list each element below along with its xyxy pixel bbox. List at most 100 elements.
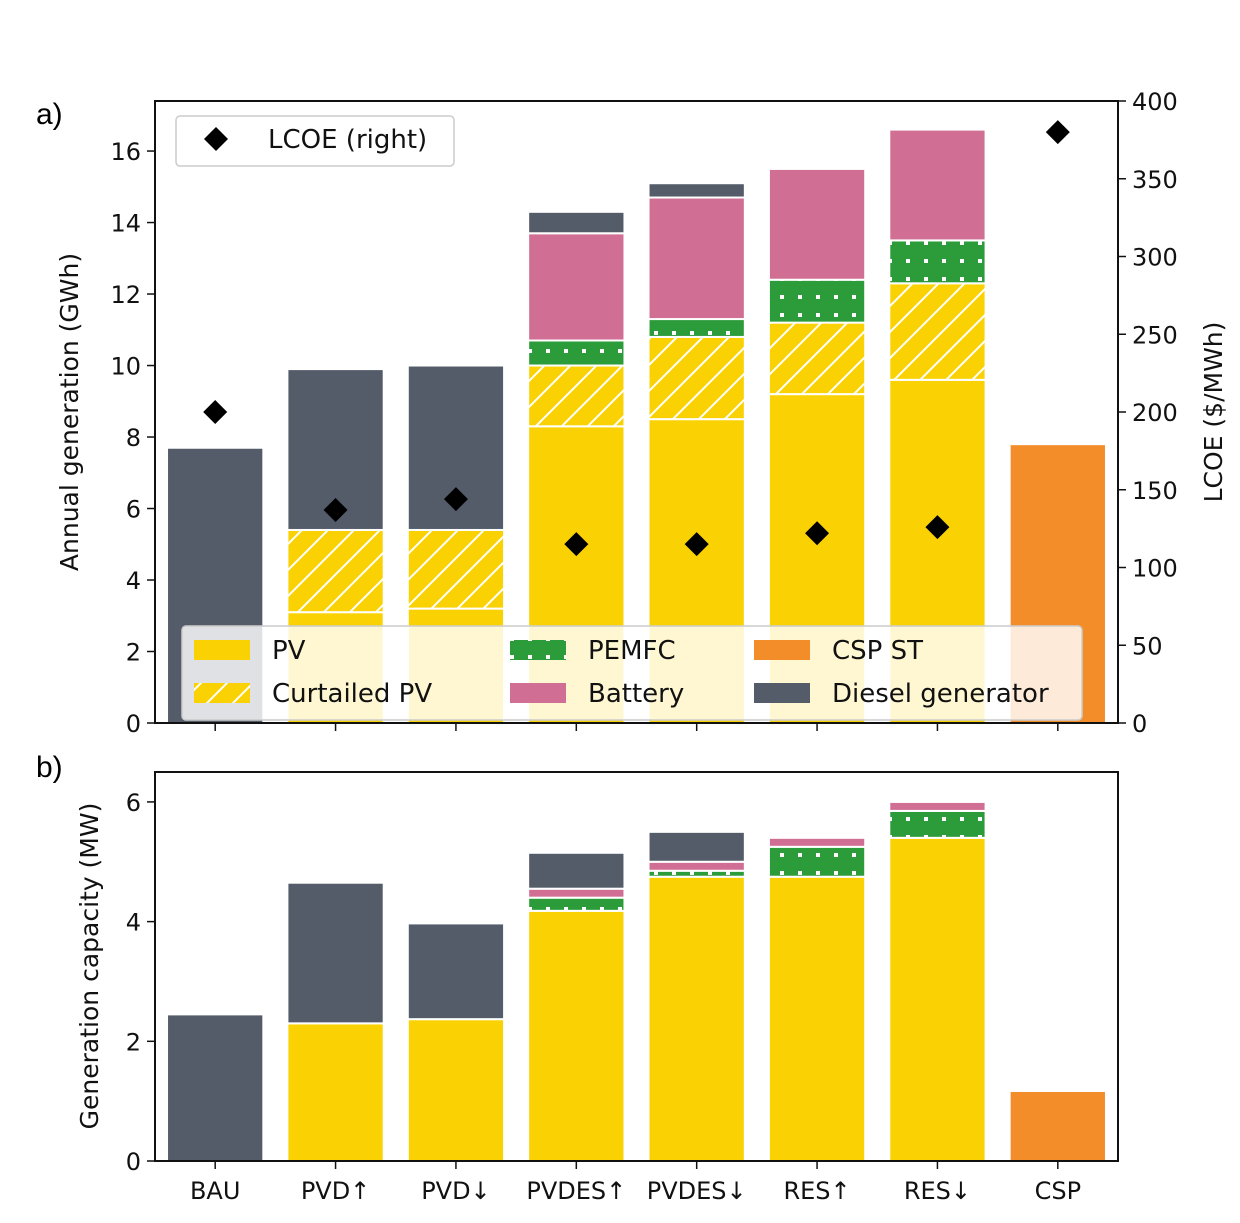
legend-label-curtailed-pv: Curtailed PV bbox=[272, 679, 432, 709]
panel-b-bar-res-pemfc bbox=[767, 845, 867, 878]
legend-swatch-diesel bbox=[754, 683, 810, 703]
panel-a-y2tick-label: 100 bbox=[1132, 555, 1178, 583]
panel-a-lcoe-point-csp bbox=[1045, 120, 1070, 145]
panel-a-lcoe-point-pvdes bbox=[684, 532, 709, 557]
panel-a-y2tick-label: 400 bbox=[1132, 88, 1178, 116]
panel-a-lcoe-point-pvd bbox=[443, 487, 468, 512]
panel-b-bar-pvdes-diesel-generator bbox=[527, 851, 626, 890]
panel-a-bar-pvd-curtailed-pv bbox=[286, 528, 385, 614]
lcoe-legend: LCOE (right) bbox=[175, 115, 455, 167]
panel-a-bar-pvd-diesel-generator bbox=[406, 364, 506, 531]
panel-a-bar-pvdes-diesel-generator bbox=[527, 210, 626, 235]
legend-label-pemfc: PEMFC bbox=[588, 636, 676, 666]
panel-b-bar-pvdes-pv bbox=[527, 909, 626, 1162]
panel-b-ytick-label: 4 bbox=[126, 909, 141, 937]
panel-a-bar-pvdes-pemfc bbox=[527, 339, 626, 367]
panel-b-bar-res-pv bbox=[888, 836, 987, 1162]
panel-a-lcoe-point-pvd bbox=[323, 497, 348, 522]
panel-a-lcoe-point-res bbox=[925, 515, 950, 540]
panel-b-bar-pvd-pv bbox=[286, 1022, 385, 1162]
legend-swatch-curtailed-pv bbox=[194, 683, 250, 703]
panel-a-y2tick-label: 350 bbox=[1132, 166, 1178, 194]
panel-a-bar-pvdes-curtailed-pv bbox=[647, 335, 746, 421]
panel-a-lcoe-point-res bbox=[805, 521, 830, 546]
panel-b-xtick-label: PVD↓ bbox=[421, 1177, 490, 1205]
panel-b-bar-pvdes-pemfc bbox=[527, 896, 626, 912]
panel-a-lcoe-point-bau bbox=[203, 400, 228, 424]
panel-b-xtick-label: CSP bbox=[1035, 1177, 1081, 1205]
panel-a-ytick-label: 10 bbox=[110, 353, 141, 381]
panel-a-y2tick-label: 50 bbox=[1132, 632, 1163, 660]
lcoe-legend-frame bbox=[175, 115, 455, 167]
legend-swatch-csp-st bbox=[754, 640, 810, 660]
panel-b-bar-pvdes-pv bbox=[647, 875, 746, 1162]
panel-b-bar-res-battery bbox=[888, 800, 987, 812]
legend-label-csp-st: CSP ST bbox=[832, 636, 923, 666]
legend-swatch-battery bbox=[510, 683, 566, 703]
panel-a-y2tick-label: 0 bbox=[1132, 710, 1147, 738]
panel-a-ytick-label: 4 bbox=[126, 567, 141, 595]
panel-a-ytick-label: 16 bbox=[110, 138, 141, 166]
panel-b-ytick-label: 2 bbox=[126, 1028, 141, 1056]
panel-b-bar-res-pemfc bbox=[888, 809, 987, 839]
panel-b-bar-pvd-diesel-generator bbox=[406, 922, 506, 1021]
panel-b-bar-bau-diesel-generator bbox=[166, 1013, 265, 1163]
panel-b-ytick-label: 6 bbox=[126, 789, 141, 817]
panel-a-bar-pvdes-diesel-generator bbox=[647, 182, 746, 199]
panel-a-ytick-label: 0 bbox=[126, 710, 141, 738]
panel-a-label: a) bbox=[36, 98, 63, 131]
panel-b-bar-pvdes-battery bbox=[647, 860, 746, 872]
panel-a-bar-res-curtailed-pv bbox=[767, 321, 867, 396]
panel-b-xtick-label: RES↓ bbox=[904, 1177, 971, 1205]
panel-b-bar-pvdes-battery bbox=[527, 887, 626, 899]
panel-a-bar-res-pemfc bbox=[767, 278, 867, 324]
legend-label-diesel: Diesel generator bbox=[832, 679, 1049, 709]
panel-b-xtick-label: PVDES↑ bbox=[526, 1177, 626, 1205]
legend-label-battery: Battery bbox=[588, 679, 684, 709]
panel-a-bar-pvdes-battery bbox=[527, 232, 626, 342]
panel-b-ytick-label: 0 bbox=[126, 1148, 141, 1176]
panel-a-ytick-label: 8 bbox=[126, 424, 141, 452]
panel-a-y2tick-label: 200 bbox=[1132, 399, 1178, 427]
panel-a-bar-pvdes-pemfc bbox=[647, 318, 746, 338]
panel-b-bar-pvdes-diesel-generator bbox=[647, 830, 746, 863]
panel-b-label: b) bbox=[36, 751, 63, 784]
panel-a-y2label: LCOE ($/MWh) bbox=[1199, 322, 1228, 503]
panel-b-xtick-label: BAU bbox=[190, 1177, 240, 1205]
series-legend: PV Curtailed PV PEMFC Battery CSP ST Die… bbox=[181, 625, 1083, 721]
legend-swatch-pemfc bbox=[510, 640, 566, 660]
lcoe-legend-label: LCOE (right) bbox=[268, 125, 427, 155]
panel-a-y2tick-label: 250 bbox=[1132, 321, 1178, 349]
panel-a-ylabel: Annual generation (GWh) bbox=[55, 253, 84, 571]
legend-label-pv: PV bbox=[272, 636, 306, 666]
panel-b-xtick-label: PVDES↓ bbox=[647, 1177, 747, 1205]
panel-a-bar-pvdes-curtailed-pv bbox=[527, 364, 626, 428]
panel-b-xtick-label: PVD↑ bbox=[301, 1177, 370, 1205]
legend-swatch-pv bbox=[194, 640, 250, 660]
panel-a-bar-res-battery bbox=[767, 167, 867, 281]
panel-b-bar-res-battery bbox=[767, 836, 867, 848]
panel-a-bar-res-curtailed-pv bbox=[888, 282, 987, 381]
panel-a-bar-pvdes-battery bbox=[647, 196, 746, 321]
panel-a-bar-res-battery bbox=[888, 128, 987, 242]
panel-a-y2tick-label: 300 bbox=[1132, 244, 1178, 272]
panel-a-y2tick-label: 150 bbox=[1132, 477, 1178, 505]
panel-a-lcoe-point-pvdes bbox=[564, 532, 589, 557]
panel-b-ylabel: Generation capacity (MW) bbox=[75, 803, 104, 1130]
series-legend-frame bbox=[181, 625, 1083, 721]
panel-a-bar-res-pemfc bbox=[888, 239, 987, 285]
panel-b-bar-pvd-pv bbox=[406, 1018, 506, 1162]
panel-a-ytick-label: 6 bbox=[126, 496, 141, 524]
panel-b-bar-res-pv bbox=[767, 875, 867, 1162]
panel-b-xtick-label: RES↑ bbox=[783, 1177, 850, 1205]
panel-b-axes-frame bbox=[154, 771, 1119, 1162]
panel-b-bar-csp-csp-st bbox=[1008, 1089, 1107, 1162]
panel-b-chart: 0 2 4 6 BAU PVD↑ PVD↓ PVDES↑ PVDES↓ RES↑ RES↓ CSP bbox=[126, 771, 1119, 1205]
panel-a-ytick-label: 14 bbox=[110, 210, 141, 238]
panel-a-bar-pvd-curtailed-pv bbox=[406, 528, 506, 610]
lcoe-legend-marker bbox=[204, 127, 228, 151]
panel-a-ytick-label: 12 bbox=[110, 281, 141, 309]
panel-a-ytick-label: 2 bbox=[126, 639, 141, 667]
panel-b-bar-pvd-diesel-generator bbox=[286, 881, 385, 1025]
